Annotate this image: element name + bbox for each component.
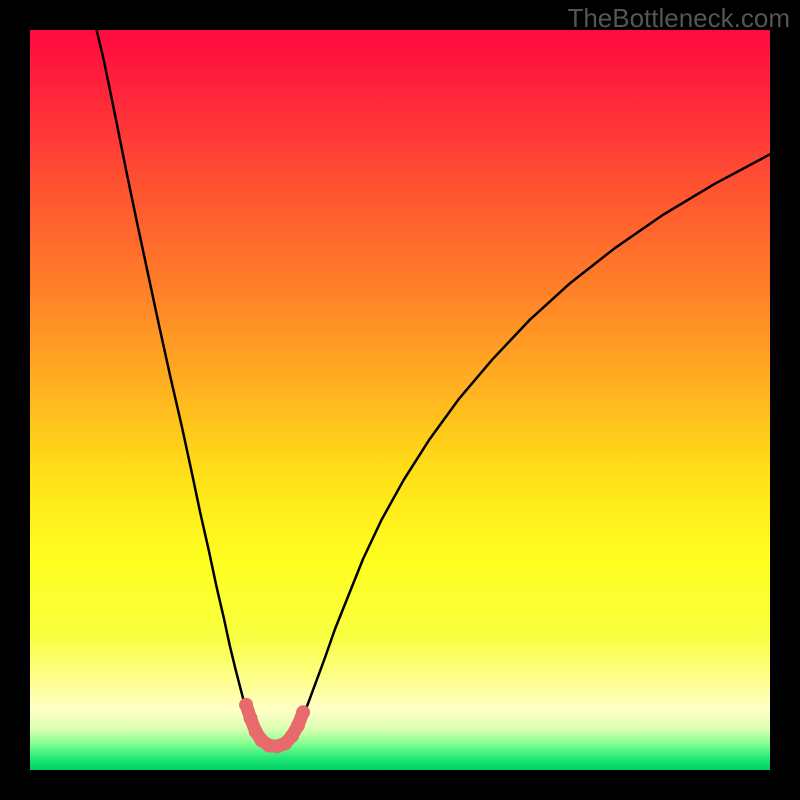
gradient-background — [30, 30, 770, 770]
watermark-text: TheBottleneck.com — [567, 3, 790, 34]
chart-frame — [0, 0, 800, 800]
chart-svg — [0, 0, 800, 800]
